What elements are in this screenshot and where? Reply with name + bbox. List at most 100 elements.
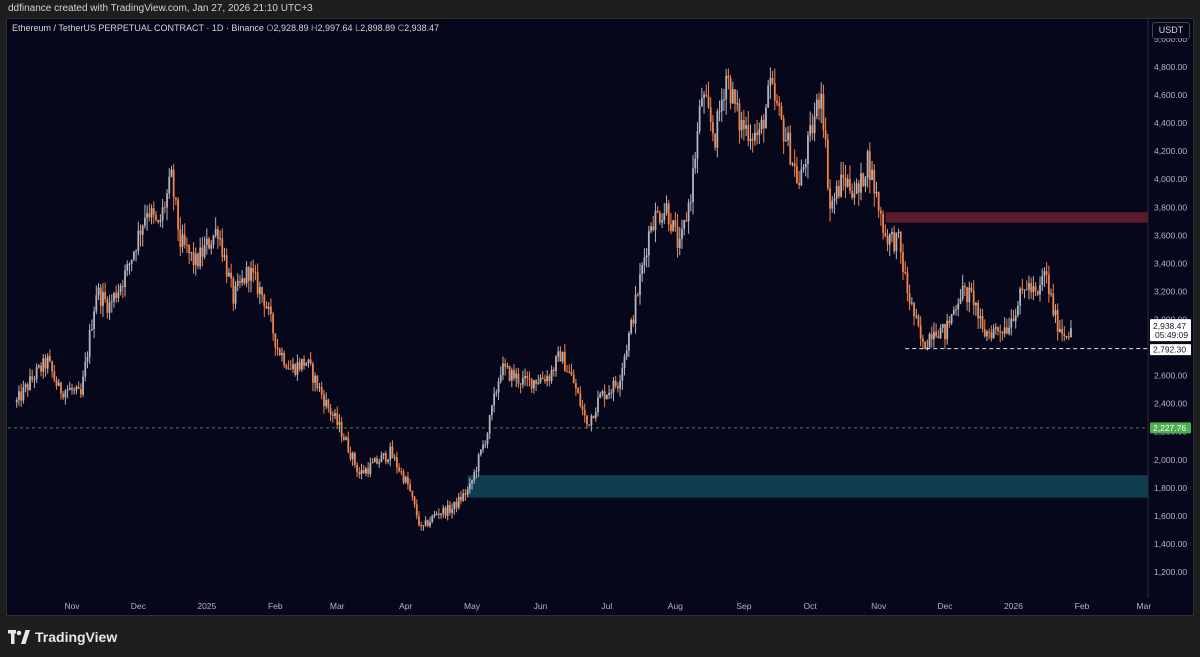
candle bbox=[199, 237, 202, 270]
candle-body bbox=[71, 387, 73, 391]
candle bbox=[270, 298, 272, 323]
candle-body bbox=[930, 334, 933, 340]
candle bbox=[747, 111, 750, 147]
candle bbox=[449, 501, 451, 516]
candle-body bbox=[535, 380, 538, 384]
candle-body bbox=[479, 449, 482, 455]
candle-body bbox=[170, 169, 173, 177]
candle-body bbox=[1036, 290, 1039, 295]
candle bbox=[163, 201, 166, 214]
candle-body bbox=[460, 496, 462, 501]
candle bbox=[113, 291, 115, 308]
candle bbox=[300, 358, 303, 372]
candle-body bbox=[292, 364, 294, 369]
candle-body bbox=[426, 520, 429, 526]
candle bbox=[811, 113, 814, 140]
candle bbox=[831, 195, 834, 213]
candle-body bbox=[796, 166, 798, 183]
candle-body bbox=[462, 493, 465, 501]
x-tick-label: Feb bbox=[1075, 601, 1090, 611]
candle bbox=[864, 175, 867, 193]
candle bbox=[983, 319, 986, 338]
candle-body bbox=[853, 193, 856, 198]
candle-body bbox=[740, 119, 743, 131]
candle-body bbox=[798, 182, 801, 186]
candle bbox=[762, 113, 765, 143]
candle bbox=[886, 228, 889, 252]
candle-body bbox=[661, 220, 663, 223]
open-label: O bbox=[266, 23, 274, 33]
candle bbox=[144, 204, 146, 229]
candle bbox=[822, 84, 825, 138]
candle bbox=[756, 119, 759, 145]
candle bbox=[464, 489, 467, 501]
candle-body bbox=[446, 505, 449, 516]
candle bbox=[853, 181, 856, 205]
candle bbox=[694, 151, 697, 174]
candle bbox=[86, 351, 89, 369]
candle-body bbox=[886, 236, 889, 245]
candle-body bbox=[727, 75, 730, 79]
candle-body bbox=[398, 467, 400, 472]
candle bbox=[619, 374, 621, 397]
candle bbox=[784, 127, 787, 142]
candle-body bbox=[592, 415, 595, 419]
candle-body bbox=[917, 315, 920, 326]
candle-body bbox=[676, 226, 679, 248]
candle-body bbox=[247, 267, 250, 281]
candle bbox=[895, 232, 898, 260]
candle-body bbox=[824, 130, 827, 140]
candle bbox=[939, 324, 942, 339]
candle bbox=[641, 262, 644, 282]
candle-body bbox=[533, 380, 535, 389]
close-label: C bbox=[397, 23, 405, 33]
candle-body bbox=[464, 493, 467, 495]
candle bbox=[937, 329, 940, 339]
candle-body bbox=[1012, 318, 1015, 321]
candle bbox=[990, 325, 993, 342]
candle bbox=[289, 360, 292, 370]
candle-body bbox=[561, 352, 564, 362]
candle bbox=[146, 205, 149, 231]
tradingview-logo[interactable]: TradingView bbox=[8, 628, 117, 646]
candle bbox=[961, 274, 964, 302]
tradingview-icon bbox=[8, 630, 30, 644]
candle bbox=[628, 331, 630, 358]
candle bbox=[1005, 318, 1008, 335]
candle-body bbox=[334, 413, 336, 416]
y-tick-label: 1,800.00 bbox=[1154, 483, 1187, 493]
candle-body bbox=[1045, 271, 1048, 275]
candle bbox=[897, 228, 900, 238]
candle-body bbox=[778, 103, 781, 107]
candle bbox=[329, 404, 332, 422]
candle-body bbox=[599, 393, 602, 398]
candle bbox=[373, 457, 376, 463]
candle bbox=[265, 301, 268, 310]
candle bbox=[168, 168, 171, 199]
candle bbox=[1008, 317, 1010, 336]
candle-body bbox=[526, 375, 529, 379]
candle bbox=[258, 281, 261, 305]
currency-selector[interactable]: USDT bbox=[1152, 22, 1190, 39]
candle bbox=[632, 314, 635, 327]
candle bbox=[714, 133, 717, 151]
candle bbox=[205, 228, 208, 255]
candle bbox=[497, 377, 500, 401]
candle-body bbox=[325, 399, 328, 407]
candle-body bbox=[371, 462, 374, 464]
chart-frame[interactable] bbox=[6, 18, 1194, 616]
candle-body bbox=[577, 388, 580, 394]
candle bbox=[318, 382, 321, 393]
candle bbox=[999, 324, 1002, 343]
candle-body bbox=[108, 302, 111, 313]
candle bbox=[166, 189, 168, 221]
candle-body bbox=[221, 238, 224, 257]
candle bbox=[563, 343, 566, 372]
candle bbox=[349, 446, 352, 462]
candle-body bbox=[316, 375, 319, 389]
candle bbox=[148, 203, 151, 222]
candle bbox=[844, 164, 847, 198]
candle bbox=[957, 298, 960, 317]
candle-body bbox=[267, 306, 270, 309]
